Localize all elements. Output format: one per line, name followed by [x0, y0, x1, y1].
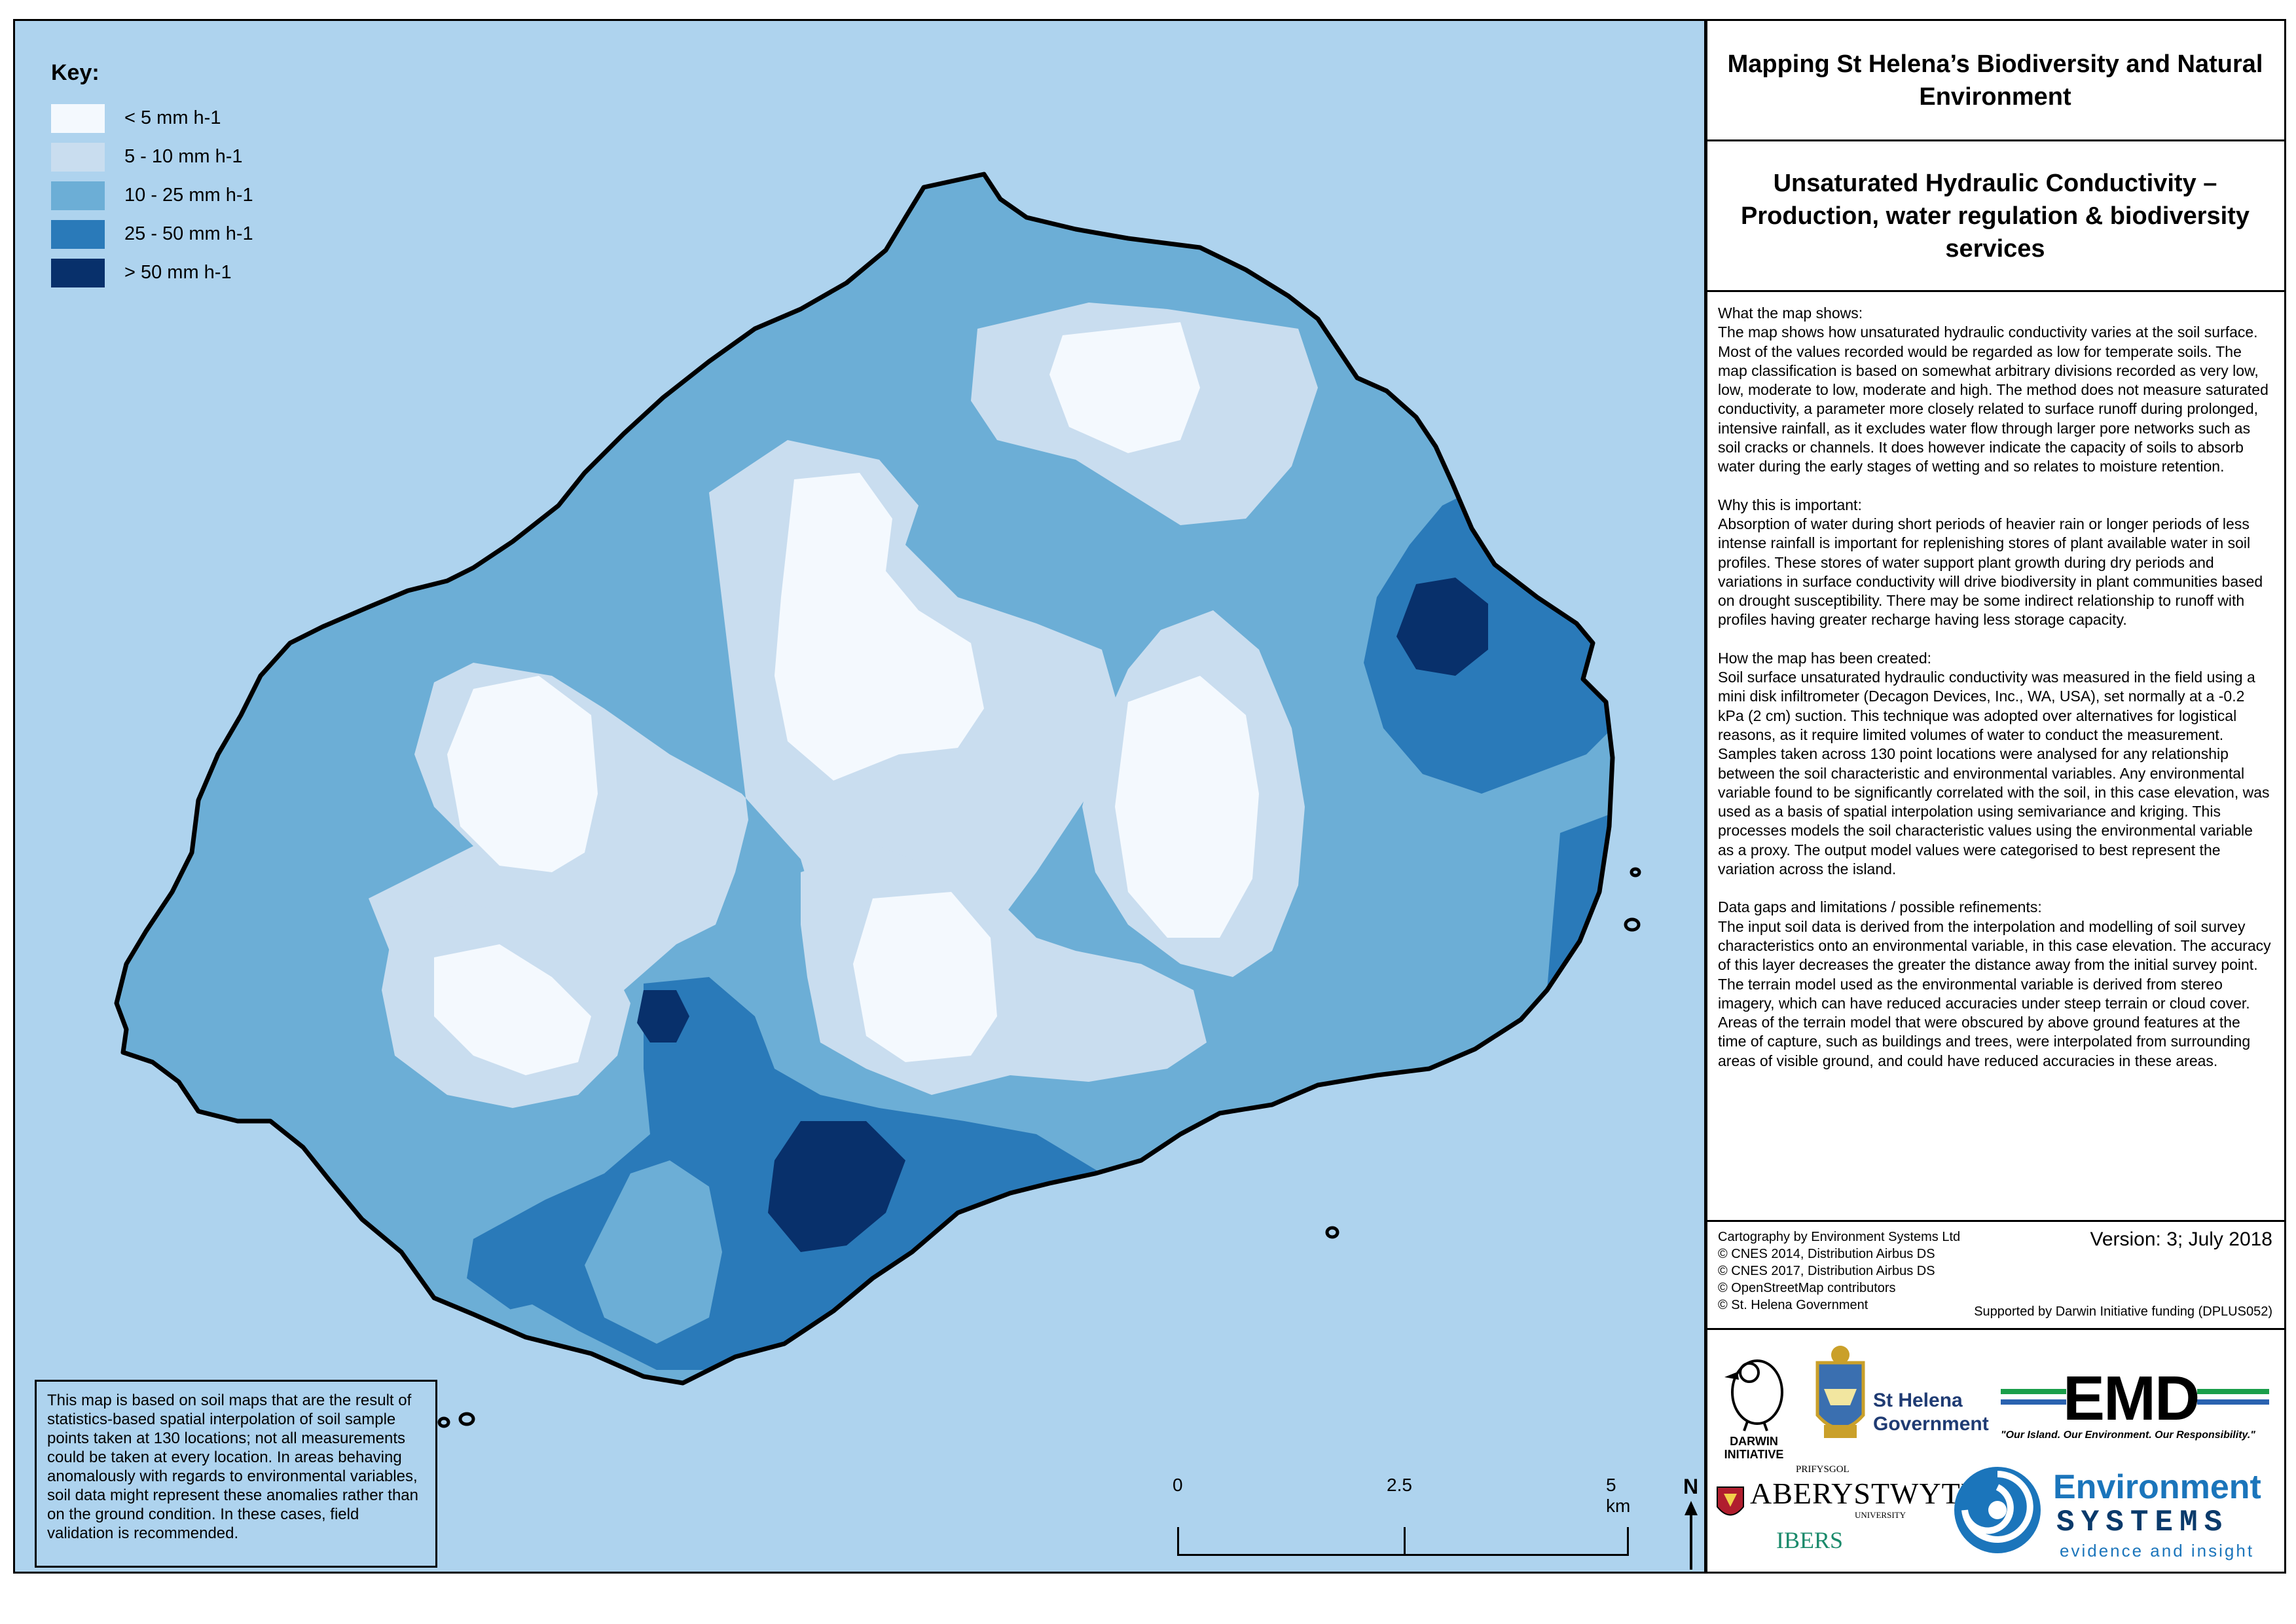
scale-label-end: 5 km [1606, 1475, 1631, 1516]
systems-label: SYSTEMS [2056, 1505, 2229, 1540]
st-helena-line: St Helena [1873, 1390, 1963, 1411]
scale-bar: 0 2.5 5 km [1167, 1475, 1639, 1572]
coastline [114, 172, 1615, 1386]
legend-item: 5 - 10 mm h-1 [51, 138, 253, 176]
government-line: Government [1873, 1413, 1989, 1435]
university-label: UNIVERSITY [1855, 1510, 1906, 1520]
ibers-label: IBERS [1776, 1527, 1844, 1553]
legend-label: 10 - 25 mm h-1 [124, 185, 253, 206]
environment-systems-logo: Environment SYSTEMS evidence and insight [1948, 1461, 2276, 1566]
aberystwyth-label: ABERYSTWYTH [1750, 1477, 1983, 1510]
legend-item: 10 - 25 mm h-1 [51, 176, 253, 215]
section-body: The terrain model used as the environmen… [1718, 975, 2251, 1069]
prifysgol-label: PRIFYSGOL [1796, 1464, 1850, 1475]
legend-label: < 5 mm h-1 [124, 107, 221, 128]
section-body: Absorption of water during short periods… [1718, 515, 2263, 629]
emd-logo: EMD "Our Island. Our Environment. Our Re… [2001, 1363, 2276, 1448]
evidence-label: evidence and insight [2060, 1541, 2255, 1560]
emd-stripes-icon [2001, 1389, 2269, 1405]
legend-label: > 50 mm h-1 [124, 262, 232, 283]
st-helena-government-logo: St Helena Government [1804, 1343, 2001, 1461]
map-panel: Key: < 5 mm h-1 5 - 10 mm h-1 10 - 25 mm… [13, 19, 1707, 1574]
scale-bar-line [1177, 1527, 1629, 1556]
credit-line: © CNES 2014, Distribution Airbus DS [1718, 1247, 1935, 1261]
legend-label: 5 - 10 mm h-1 [124, 146, 243, 167]
map-title: Mapping St Helena’s Biodiversity and Nat… [1706, 21, 2284, 141]
legend-item: 25 - 50 mm h-1 [51, 215, 253, 253]
north-arrow: N [1678, 1475, 1704, 1572]
finch-icon [1724, 1359, 1783, 1431]
islet [437, 1416, 450, 1428]
islet [1624, 917, 1641, 932]
section-why: Why this is important: Absorption of wat… [1718, 496, 2272, 630]
scale-bar-tick [1404, 1527, 1406, 1554]
credit-line: Cartography by Environment Systems Ltd [1718, 1230, 1961, 1244]
map-subtitle: Unsaturated Hydraulic Conductivity – Pro… [1706, 141, 2284, 292]
scale-label-mid: 2.5 [1387, 1475, 1412, 1495]
swirl-icon [1954, 1467, 2041, 1553]
credits: Cartography by Environment Systems Ltd ©… [1706, 1222, 2284, 1330]
credit-line: © OpenStreetMap contributors [1718, 1281, 1896, 1295]
credit-line: © St. Helena Government [1718, 1298, 1868, 1312]
section-heading: Why this is important: [1718, 496, 1862, 513]
section-body: The input soil data is derived from the … [1718, 917, 2271, 974]
section-heading: How the map has been created: [1718, 649, 1932, 667]
legend-title: Key: [51, 60, 100, 85]
st-helena-text: St Helena Government [1873, 1389, 1989, 1436]
darwin-label: DARWIN INITIATIVE [1724, 1435, 1784, 1461]
section-heading: What the map shows: [1718, 304, 1863, 322]
legend-item: > 50 mm h-1 [51, 253, 253, 292]
legend-swatch [51, 103, 105, 133]
section-body: Samples taken across 130 point locations… [1718, 745, 2270, 878]
section-how: How the map has been created: Soil surfa… [1718, 649, 2272, 879]
darwin-initiative-logo: DARWIN INITIATIVE [1718, 1343, 1796, 1461]
section-heading: Data gaps and limitations / possible ref… [1718, 898, 2042, 916]
map-canvas [15, 21, 1705, 1572]
section-limitations: Data gaps and limitations / possible ref… [1718, 898, 2272, 1071]
logo-block: DARWIN INITIATIVE St Helena Government [1706, 1330, 2284, 1572]
disclaimer-note: This map is based on soil maps that are … [35, 1380, 437, 1568]
islet [458, 1412, 475, 1426]
environment-label: Environment [2053, 1468, 2261, 1506]
legend-swatch [51, 142, 105, 172]
map-legend: Key: < 5 mm h-1 5 - 10 mm h-1 10 - 25 mm… [51, 60, 253, 292]
north-label: N [1683, 1475, 1699, 1498]
scale-label-start: 0 [1173, 1475, 1183, 1495]
aberystwyth-shield-icon [1717, 1486, 1744, 1516]
legend-label: 25 - 50 mm h-1 [124, 223, 253, 244]
description-text: What the map shows: The map shows how un… [1706, 292, 2284, 1222]
version-label: Version: 3; July 2018 [2090, 1228, 2272, 1250]
section-body: Soil surface unsaturated hydraulic condu… [1718, 669, 2255, 743]
aberystwyth-ibers-logo: PRIFYSGOL ABERYSTWYTH UNIVERSITY IBERS [1714, 1464, 1982, 1562]
legend-swatch [51, 219, 105, 249]
north-arrow-icon [1685, 1501, 1698, 1570]
section-what: What the map shows: The map shows how un… [1718, 304, 2272, 477]
info-panel: Mapping St Helena’s Biodiversity and Nat… [1704, 19, 2286, 1574]
islet [1630, 867, 1641, 877]
emd-tagline: "Our Island. Our Environment. Our Respon… [2001, 1430, 2255, 1441]
crest-icon [1815, 1346, 1865, 1438]
credit-line: © CNES 2017, Distribution Airbus DS [1718, 1264, 1935, 1278]
islet [1325, 1226, 1339, 1239]
section-body: The map shows how unsaturated hydraulic … [1718, 323, 2269, 475]
emd-label: EMD [2063, 1363, 2200, 1433]
funding-label: Supported by Darwin Initiative funding (… [1974, 1304, 2272, 1319]
legend-item: < 5 mm h-1 [51, 99, 253, 138]
legend-swatch [51, 181, 105, 210]
legend-swatch [51, 258, 105, 287]
